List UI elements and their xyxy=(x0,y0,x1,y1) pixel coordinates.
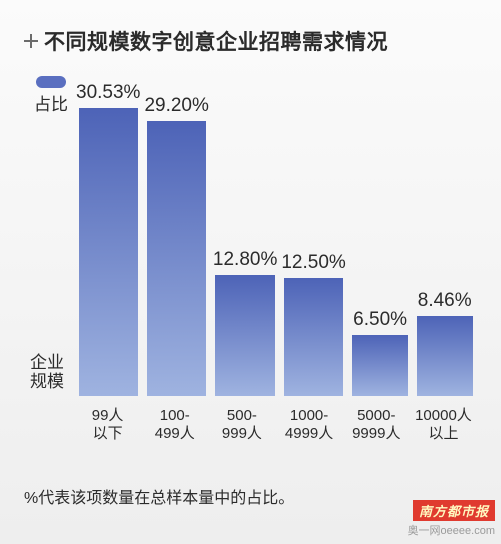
watermark-line2: 奥一网oeeee.com xyxy=(408,522,495,538)
bar-column: 30.53% xyxy=(76,82,140,396)
x-axis-label: 10000人 以上 xyxy=(412,407,475,445)
legend-swatch xyxy=(36,76,66,88)
plus-icon xyxy=(24,34,38,48)
bar-column: 6.50% xyxy=(350,309,411,396)
x-axis-label: 1000- 4999人 xyxy=(278,407,341,445)
chart-title: 不同规模数字创意企业招聘需求情况 xyxy=(44,26,388,56)
bar-value-label: 30.53% xyxy=(76,82,140,104)
legend-label: 占比 xyxy=(34,90,68,115)
bar xyxy=(147,121,206,396)
x-axis-label: 500- 999人 xyxy=(210,407,273,445)
y-axis-label: 企业 规模 xyxy=(30,353,64,392)
watermark-line1: 南方都市报 xyxy=(413,500,495,521)
bar xyxy=(284,278,343,396)
bar-column: 12.50% xyxy=(281,252,345,396)
bar xyxy=(215,275,274,396)
x-axis-label: 100- 499人 xyxy=(143,407,206,445)
x-axis-label: 5000- 9999人 xyxy=(345,407,408,445)
x-labels-container: 99人 以下100- 499人500- 999人1000- 4999人5000-… xyxy=(76,407,475,445)
bar-value-label: 8.46% xyxy=(418,290,472,312)
chart-area: 占比 企业 规模 30.53%29.20% 12.80%12.50% 6.50% 8.… xyxy=(24,70,477,450)
watermark: 南方都市报 奥一网oeeee.com xyxy=(408,500,495,538)
bar-value-label: 29.20% xyxy=(144,95,208,117)
page-root: 不同规模数字创意企业招聘需求情况 占比 企业 规模 30.53%29.20% 12… xyxy=(0,0,501,544)
bar-column: 8.46% xyxy=(414,290,475,396)
bar xyxy=(352,335,408,396)
bar xyxy=(79,108,138,396)
bar xyxy=(417,316,473,396)
bar-column: 29.20% xyxy=(144,95,208,396)
bar-value-label: 6.50% xyxy=(353,309,407,331)
x-axis-label: 99人 以下 xyxy=(76,407,139,445)
bar-value-label: 12.80% xyxy=(213,249,277,271)
bars-container: 30.53%29.20% 12.80%12.50% 6.50% 8.46% xyxy=(76,70,475,396)
title-row: 不同规模数字创意企业招聘需求情况 xyxy=(24,26,477,56)
bar-column: 12.80% xyxy=(213,249,277,396)
legend: 占比 xyxy=(34,76,68,115)
bar-value-label: 12.50% xyxy=(281,252,345,274)
